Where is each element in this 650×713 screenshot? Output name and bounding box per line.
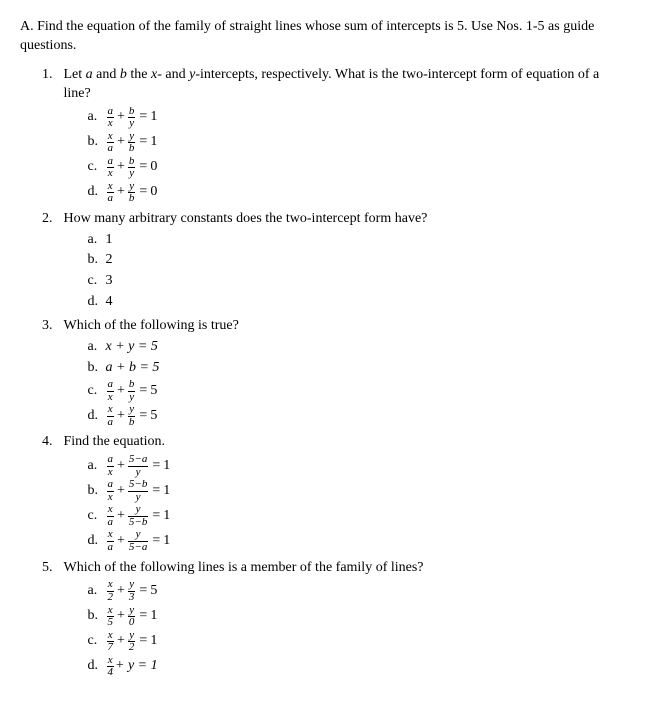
q3-opt-b: b.a + b = 5 (88, 359, 624, 379)
q3-prompt: Which of the following is true? (64, 318, 239, 333)
q1-opt-b: b.xa+yb=1 (88, 131, 624, 155)
q1a-eq: ax+by=1 (106, 106, 158, 130)
q5-options: a.x2+y3=5 b.x5+y0=1 c.x7+y2=1 d.x4 + y =… (64, 579, 624, 678)
q5-opt-c: c.x7+y2=1 (88, 630, 624, 654)
q5-body: Which of the following lines is a member… (64, 559, 624, 680)
q4-options: a.ax+5−ay=1 b.ax+5−by=1 c.xa+y5−b=1 d.xa… (64, 454, 624, 553)
question-5: 5. Which of the following lines is a mem… (42, 559, 630, 680)
section-header: A. Find the equation of the family of st… (20, 18, 630, 56)
q1-opt-d: d.xa+yb=0 (88, 181, 624, 205)
q5-opt-b: b.x5+y0=1 (88, 605, 624, 629)
q1-t0: Let (64, 67, 86, 82)
q2-opt-a: a.1 (88, 231, 624, 251)
section-label: A. (20, 19, 34, 34)
q3-opt-a: a.x + y = 5 (88, 338, 624, 358)
q5-opt-a: a.x2+y3=5 (88, 579, 624, 603)
question-1: 1. Let a and b the x- and y-intercepts, … (42, 66, 630, 206)
q1c-letter: c. (88, 158, 106, 177)
question-3: 3. Which of the following is true? a.x +… (42, 317, 630, 429)
q3-opt-c: c.ax+by=5 (88, 379, 624, 403)
q3-number: 3. (42, 317, 60, 336)
q5-prompt: Which of the following lines is a member… (64, 560, 424, 575)
q4-prompt: Find the equation. (64, 434, 166, 449)
q2-number: 2. (42, 210, 60, 229)
q4-body: Find the equation. a.ax+5−ay=1 b.ax+5−by… (64, 433, 624, 554)
q1-t1: and (93, 67, 120, 82)
q2-body: How many arbitrary constants does the tw… (64, 210, 624, 313)
q1b-eq: xa+yb=1 (106, 131, 158, 155)
q3-options: a.x + y = 5 b.a + b = 5 c.ax+by=5 d.xa+y… (64, 338, 624, 428)
q1-options: a.ax+by=1 b.xa+yb=1 c.ax+by=0 d.xa+yb=0 (64, 106, 624, 205)
q2-options: a.1 b.2 c.3 d.4 (64, 231, 624, 312)
q1c-eq: ax+by=0 (106, 156, 158, 180)
q5-opt-d: d.x4 + y = 1 (88, 655, 624, 679)
q1b-letter: b. (88, 133, 106, 152)
q1-a: a (86, 67, 93, 82)
question-4: 4. Find the equation. a.ax+5−ay=1 b.ax+5… (42, 433, 630, 554)
q1-b: b (120, 67, 127, 82)
q4-opt-b: b.ax+5−by=1 (88, 479, 624, 503)
q1-opt-a: a.ax+by=1 (88, 106, 624, 130)
q1d-letter: d. (88, 183, 106, 202)
q1-t3: - and (157, 67, 189, 82)
q4-number: 4. (42, 433, 60, 452)
q3-body: Which of the following is true? a.x + y … (64, 317, 624, 429)
q1a-letter: a. (88, 108, 106, 127)
q2-opt-c: c.3 (88, 272, 624, 292)
question-2: 2. How many arbitrary constants does the… (42, 210, 630, 313)
q4-opt-a: a.ax+5−ay=1 (88, 454, 624, 478)
question-list: 1. Let a and b the x- and y-intercepts, … (20, 66, 630, 680)
q1d-eq: xa+yb=0 (106, 181, 158, 205)
q1-opt-c: c.ax+by=0 (88, 156, 624, 180)
q1-number: 1. (42, 66, 60, 85)
q3-opt-d: d.xa+yb=5 (88, 404, 624, 428)
q1-t2: the (127, 67, 151, 82)
q5-number: 5. (42, 559, 60, 578)
q2-opt-b: b.2 (88, 251, 624, 271)
q4-opt-d: d.xa+y5−a=1 (88, 529, 624, 553)
q4-opt-c: c.xa+y5−b=1 (88, 504, 624, 528)
q1-prompt: Let a and b the x- and y-intercepts, res… (64, 67, 600, 101)
q1-body: Let a and b the x- and y-intercepts, res… (64, 66, 624, 206)
q2-opt-d: d.4 (88, 293, 624, 313)
section-text: Find the equation of the family of strai… (20, 19, 594, 53)
q2-prompt: How many arbitrary constants does the tw… (64, 211, 428, 226)
